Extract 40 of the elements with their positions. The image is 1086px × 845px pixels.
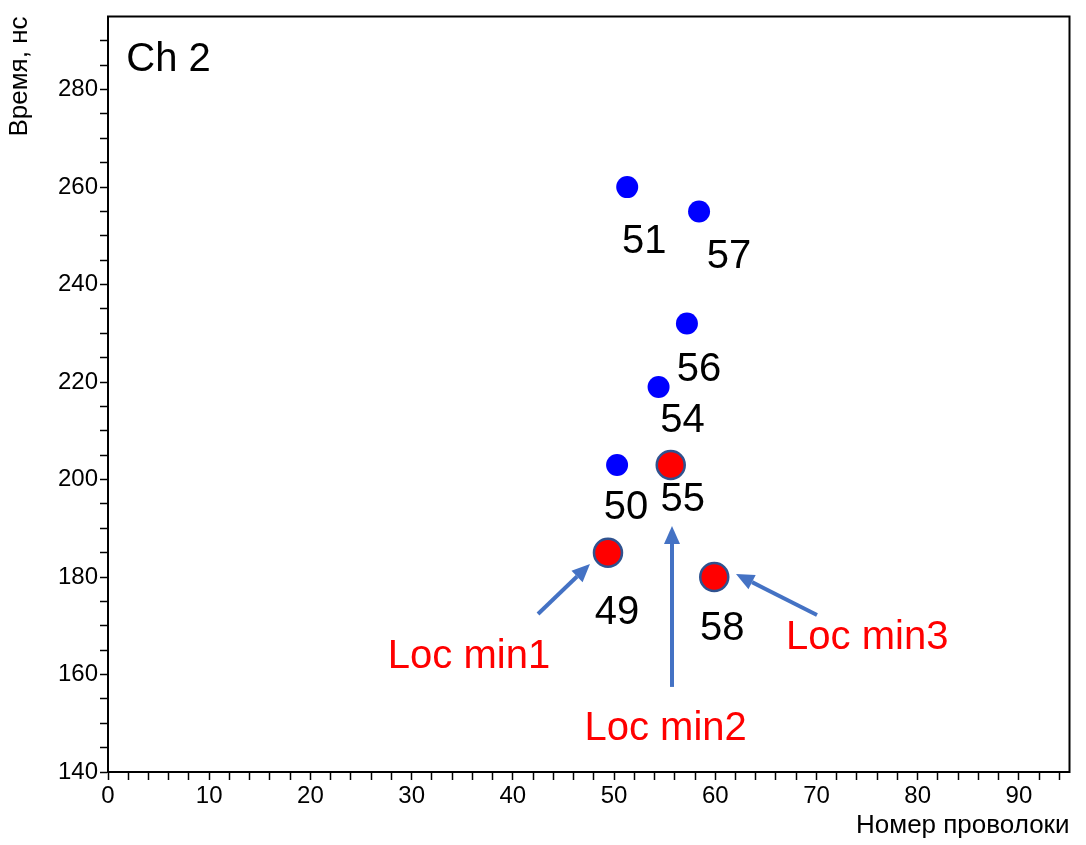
point	[688, 200, 711, 223]
y-tick-label: 280	[57, 74, 98, 102]
x-tick-label: 90	[1005, 781, 1033, 809]
x-tick-label: 70	[803, 781, 830, 809]
annotation: Loc min1	[387, 631, 551, 676]
annotation: Ch 2	[126, 34, 211, 79]
y-tick-label: 240	[57, 269, 98, 297]
annotation: 55	[660, 474, 705, 519]
annotation: Loc min2	[584, 703, 747, 748]
annotation: 49	[594, 587, 640, 632]
annotation: Loc min3	[786, 613, 949, 658]
point	[616, 176, 639, 199]
point	[592, 537, 624, 568]
y-tick-label: 200	[57, 464, 98, 492]
annotation: 51	[621, 217, 667, 262]
x-tick-label: 30	[398, 781, 425, 809]
y-tick-label: 260	[57, 171, 98, 199]
y-tick-label: 220	[57, 366, 98, 394]
annotation: 58	[700, 604, 745, 649]
annotation: 54	[660, 395, 705, 440]
y-tick-label: 160	[57, 659, 98, 687]
y-tick-label: 140	[57, 756, 98, 784]
x-tick-label: 50	[600, 781, 628, 809]
point	[606, 453, 629, 476]
annotation: 57	[706, 232, 752, 277]
point	[675, 312, 698, 335]
point	[655, 449, 686, 481]
x-tick-label: 0	[101, 781, 115, 809]
x-tick-label: 20	[297, 781, 324, 809]
point	[699, 561, 730, 593]
y-axis-title: Время, нс	[2, 16, 33, 137]
point	[647, 375, 670, 398]
x-tick-label: 80	[904, 781, 932, 809]
x-tick-label: 10	[195, 781, 223, 809]
x-tick-label: 40	[499, 781, 527, 809]
y-tick-label: 180	[57, 561, 98, 589]
annotation: 56	[676, 344, 722, 389]
x-axis-title: Номер проволоки	[856, 808, 1070, 839]
annotation: 50	[603, 482, 649, 527]
x-tick-label: 60	[701, 781, 729, 809]
